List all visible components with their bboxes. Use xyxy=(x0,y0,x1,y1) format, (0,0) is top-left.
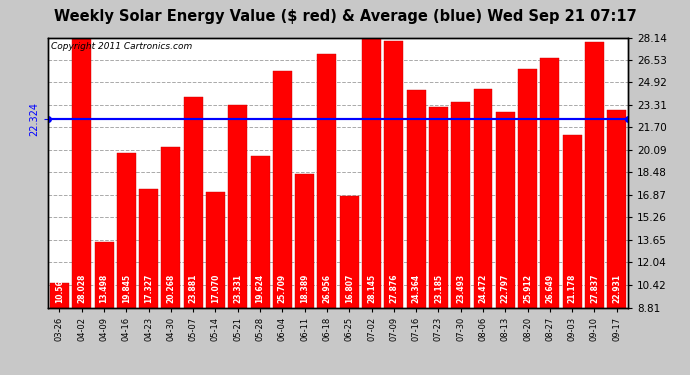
Bar xyxy=(585,42,604,308)
Bar xyxy=(206,192,225,308)
Bar xyxy=(496,112,515,308)
Text: 26.956: 26.956 xyxy=(322,274,331,303)
Text: 16.807: 16.807 xyxy=(345,274,354,303)
Text: 23.493: 23.493 xyxy=(456,274,465,303)
Text: 25.912: 25.912 xyxy=(523,274,532,303)
Text: 19.624: 19.624 xyxy=(255,274,264,303)
Bar xyxy=(384,41,404,308)
Bar xyxy=(95,242,114,308)
Text: 17.327: 17.327 xyxy=(144,274,153,303)
Bar xyxy=(607,110,627,308)
Bar xyxy=(250,156,270,308)
Text: Copyright 2011 Cartronics.com: Copyright 2011 Cartronics.com xyxy=(51,42,193,51)
Bar xyxy=(339,196,359,308)
Text: 28.145: 28.145 xyxy=(367,274,376,303)
Text: 13.498: 13.498 xyxy=(99,274,108,303)
Text: 28.028: 28.028 xyxy=(77,274,86,303)
Text: 22.931: 22.931 xyxy=(612,274,621,303)
Bar xyxy=(273,72,292,308)
Text: 24.472: 24.472 xyxy=(478,274,488,303)
Text: 17.070: 17.070 xyxy=(211,274,220,303)
Text: 27.837: 27.837 xyxy=(590,274,599,303)
Bar xyxy=(161,147,180,308)
Bar xyxy=(295,174,314,308)
Text: 24.364: 24.364 xyxy=(412,274,421,303)
Text: 18.389: 18.389 xyxy=(300,274,309,303)
Bar xyxy=(540,58,560,308)
Text: 10.561: 10.561 xyxy=(55,274,64,303)
Bar xyxy=(429,107,448,307)
Text: Weekly Solar Energy Value ($ red) & Average (blue) Wed Sep 21 07:17: Weekly Solar Energy Value ($ red) & Aver… xyxy=(54,9,636,24)
Bar xyxy=(317,54,337,307)
Text: 26.649: 26.649 xyxy=(545,274,554,303)
Text: 22.797: 22.797 xyxy=(501,274,510,303)
Bar xyxy=(228,105,247,308)
Text: 21.178: 21.178 xyxy=(568,274,577,303)
Bar xyxy=(184,97,203,308)
Bar xyxy=(139,189,158,308)
Text: 20.268: 20.268 xyxy=(166,274,175,303)
Text: 23.881: 23.881 xyxy=(188,274,198,303)
Text: 19.845: 19.845 xyxy=(122,274,131,303)
Text: 23.185: 23.185 xyxy=(434,274,443,303)
Bar xyxy=(563,135,582,308)
Text: 27.876: 27.876 xyxy=(389,274,398,303)
Bar xyxy=(117,153,136,308)
Bar xyxy=(50,283,69,308)
Text: 25.709: 25.709 xyxy=(278,274,287,303)
Text: 23.331: 23.331 xyxy=(233,274,242,303)
Bar xyxy=(362,38,381,308)
Bar xyxy=(72,39,91,308)
Bar xyxy=(518,69,537,308)
Bar xyxy=(451,102,470,308)
Bar xyxy=(473,89,493,308)
Bar xyxy=(406,90,426,308)
